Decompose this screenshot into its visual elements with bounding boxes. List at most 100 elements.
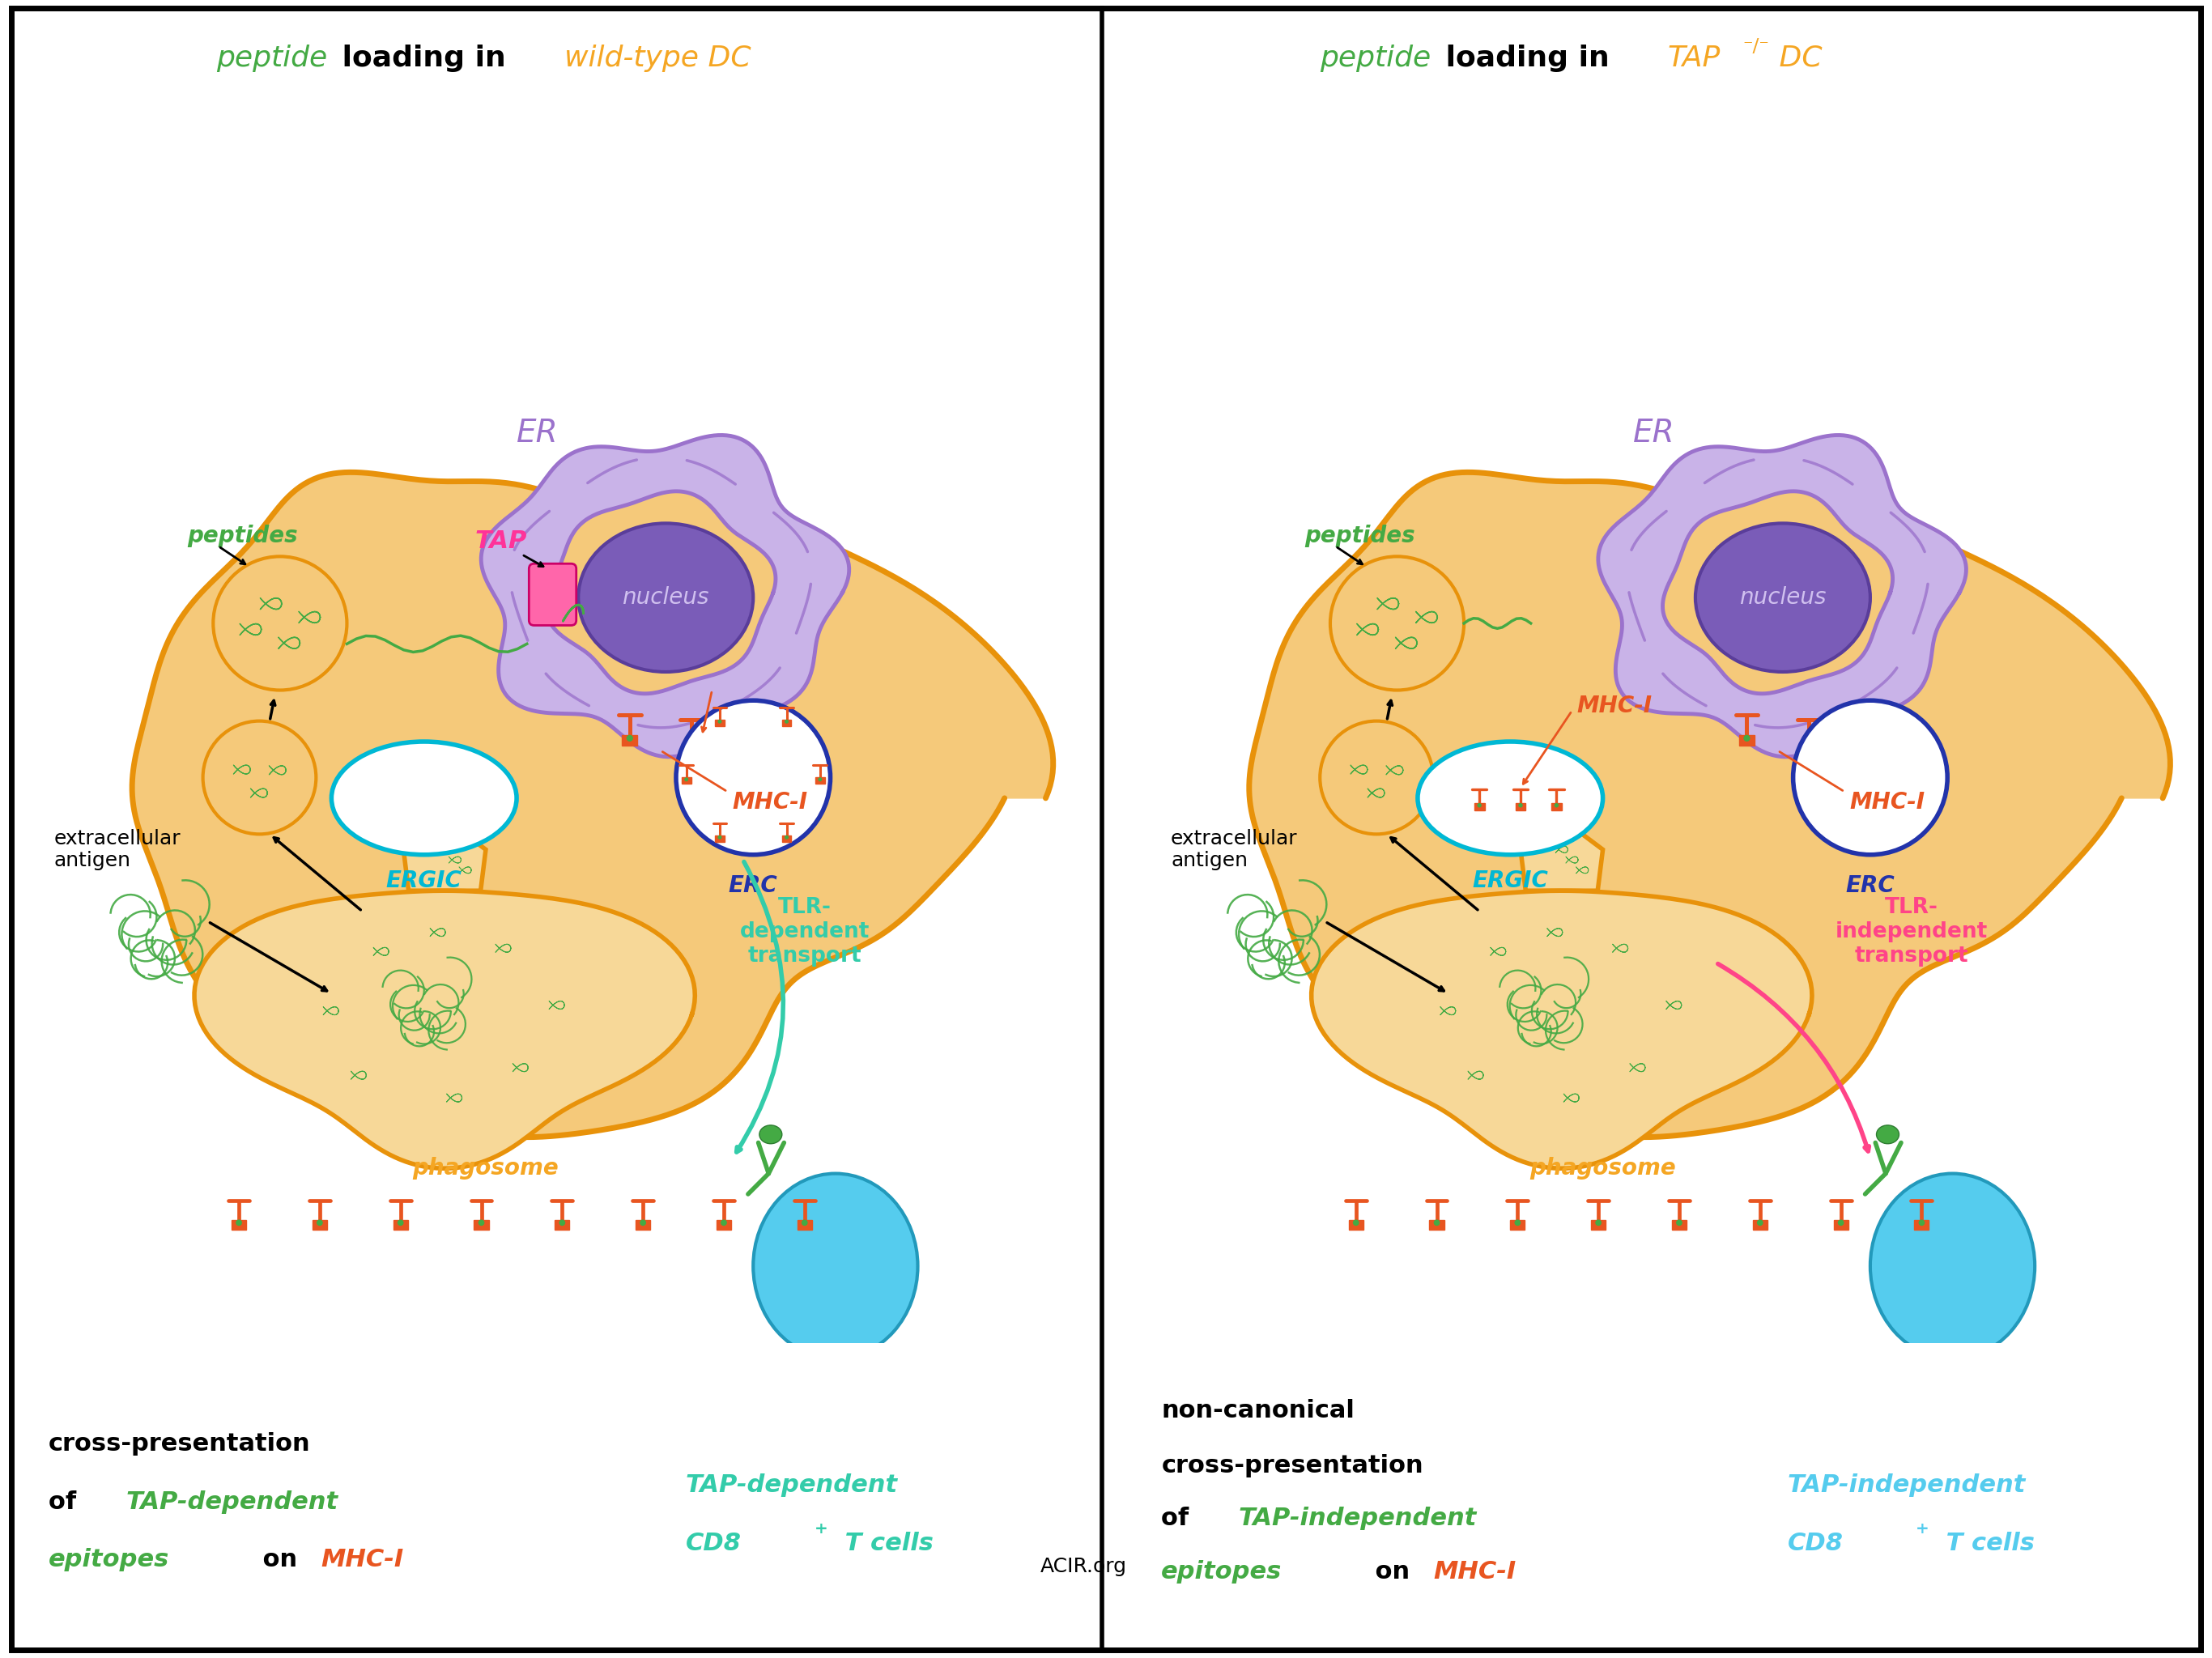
- Circle shape: [1805, 739, 1812, 746]
- Text: cross-presentation: cross-presentation: [1161, 1454, 1422, 1477]
- Circle shape: [785, 836, 790, 839]
- Text: peptides: peptides: [1305, 524, 1416, 547]
- Text: TLR-
dependent
transport: TLR- dependent transport: [739, 897, 869, 967]
- Text: TAP: TAP: [1668, 45, 1721, 71]
- Circle shape: [204, 721, 316, 834]
- Circle shape: [1595, 1220, 1601, 1225]
- Text: DC: DC: [1770, 45, 1823, 71]
- Bar: [714, 720, 726, 726]
- FancyBboxPatch shape: [529, 564, 577, 625]
- Circle shape: [237, 1220, 241, 1225]
- Bar: [232, 1220, 246, 1230]
- Circle shape: [560, 1220, 566, 1225]
- Text: loading in: loading in: [332, 45, 515, 71]
- Circle shape: [639, 1220, 646, 1225]
- Circle shape: [1743, 734, 1750, 741]
- Bar: [555, 1220, 568, 1230]
- Polygon shape: [403, 819, 487, 890]
- Text: peptides: peptides: [188, 524, 299, 547]
- Text: MHC-I: MHC-I: [321, 1549, 403, 1572]
- Polygon shape: [1599, 434, 1966, 756]
- Ellipse shape: [752, 1174, 918, 1358]
- Text: TAP-dependent: TAP-dependent: [126, 1491, 338, 1514]
- Bar: [1511, 1220, 1524, 1230]
- Circle shape: [1354, 1220, 1358, 1225]
- Ellipse shape: [332, 741, 518, 856]
- Polygon shape: [1520, 819, 1604, 890]
- Circle shape: [1918, 1220, 1924, 1225]
- Polygon shape: [133, 473, 1053, 1137]
- Polygon shape: [195, 890, 695, 1169]
- Text: nucleus: nucleus: [622, 587, 710, 608]
- Circle shape: [1555, 802, 1559, 807]
- Bar: [1834, 1220, 1849, 1230]
- Bar: [781, 836, 792, 842]
- Text: CD8: CD8: [1787, 1532, 1843, 1555]
- Text: epitopes: epitopes: [49, 1549, 170, 1572]
- Text: ERGIC: ERGIC: [387, 869, 462, 892]
- Bar: [622, 734, 637, 746]
- Polygon shape: [1312, 890, 1812, 1169]
- Bar: [781, 720, 792, 726]
- Circle shape: [801, 1220, 807, 1225]
- Text: TLR-
independent
transport: TLR- independent transport: [1836, 897, 1989, 967]
- Bar: [816, 778, 825, 784]
- Bar: [473, 1220, 489, 1230]
- Circle shape: [1433, 1220, 1440, 1225]
- Text: nucleus: nucleus: [1739, 587, 1827, 608]
- Circle shape: [684, 778, 688, 781]
- Text: on: on: [1367, 1560, 1418, 1583]
- Bar: [1473, 802, 1484, 811]
- Text: of: of: [1161, 1507, 1197, 1530]
- Circle shape: [1329, 557, 1464, 690]
- Bar: [1801, 739, 1816, 751]
- Text: MHC-I: MHC-I: [1849, 791, 1924, 814]
- Text: extracellular
antigen: extracellular antigen: [1170, 829, 1298, 870]
- Circle shape: [721, 1220, 728, 1225]
- Bar: [312, 1220, 327, 1230]
- Bar: [1429, 1220, 1444, 1230]
- Text: of: of: [49, 1491, 84, 1514]
- Polygon shape: [482, 434, 849, 756]
- Circle shape: [478, 1220, 484, 1225]
- Bar: [1739, 734, 1754, 746]
- Circle shape: [1517, 802, 1522, 807]
- Bar: [714, 836, 726, 842]
- Bar: [1515, 802, 1526, 811]
- Circle shape: [398, 1220, 403, 1225]
- Polygon shape: [1663, 491, 1893, 693]
- Text: MHC-I: MHC-I: [732, 791, 807, 814]
- Polygon shape: [546, 491, 776, 693]
- Bar: [1349, 1220, 1363, 1230]
- Text: epitopes: epitopes: [1161, 1560, 1283, 1583]
- Text: peptide: peptide: [1321, 45, 1431, 71]
- Circle shape: [212, 557, 347, 690]
- Text: peptide: peptide: [217, 45, 327, 71]
- Text: +: +: [1916, 1522, 1929, 1537]
- Circle shape: [1756, 1220, 1763, 1225]
- Circle shape: [688, 739, 695, 746]
- Circle shape: [785, 720, 790, 723]
- Circle shape: [316, 1220, 323, 1225]
- Bar: [1913, 1220, 1929, 1230]
- Text: ACIR.org: ACIR.org: [1040, 1557, 1128, 1577]
- Text: ERGIC: ERGIC: [1473, 869, 1548, 892]
- Circle shape: [1794, 700, 1947, 856]
- Text: TAP: TAP: [476, 529, 526, 552]
- Text: on: on: [254, 1549, 305, 1572]
- Circle shape: [1515, 1220, 1520, 1225]
- Text: MHC-I: MHC-I: [1433, 1560, 1515, 1583]
- Text: ⁻/⁻: ⁻/⁻: [1743, 36, 1770, 56]
- Circle shape: [717, 836, 721, 839]
- Text: ER: ER: [515, 418, 557, 448]
- Text: extracellular
antigen: extracellular antigen: [53, 829, 181, 870]
- Circle shape: [1677, 1220, 1683, 1225]
- Text: non-canonical: non-canonical: [1161, 1399, 1354, 1423]
- Circle shape: [1478, 802, 1482, 807]
- Bar: [1672, 1220, 1686, 1230]
- Ellipse shape: [1418, 741, 1604, 856]
- Text: TAP-independent: TAP-independent: [1239, 1507, 1478, 1530]
- Text: phagosome: phagosome: [1531, 1157, 1677, 1180]
- Bar: [1752, 1220, 1767, 1230]
- Bar: [394, 1220, 407, 1230]
